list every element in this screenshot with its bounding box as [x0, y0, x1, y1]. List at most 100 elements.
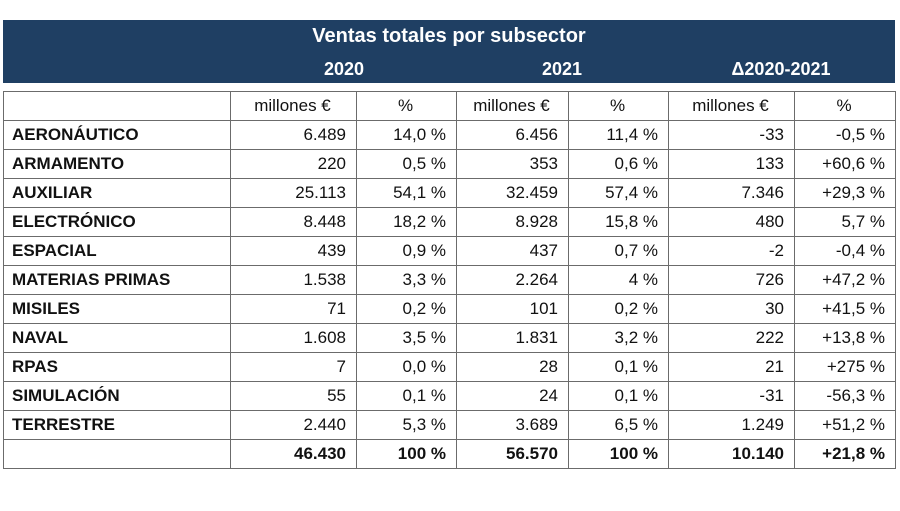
table-cell: 0,7 %: [568, 236, 669, 266]
table-cell: -56,3 %: [794, 381, 896, 411]
table-cell: 0,0 %: [356, 352, 457, 382]
table-row: AUXILIAR 25.113 54,1 % 32.459 57,4 % 7.346 +29…: [3, 178, 896, 208]
table-cell: +29,3 %: [794, 178, 896, 208]
table-row: SIMULACIÓN 55 0,1 % 24 0,1 % -31 -56,3 %: [3, 381, 896, 411]
subsector-name: ARMAMENTO: [3, 149, 231, 179]
column-header: %: [356, 91, 457, 121]
table-cell: 480: [668, 207, 795, 237]
subsector-name: AUXILIAR: [3, 178, 231, 208]
table-title: Ventas totales por subsector: [312, 25, 586, 47]
subsector-name: NAVAL: [3, 323, 231, 353]
total-label-cell: [3, 439, 231, 469]
table-cell: 353: [456, 149, 569, 179]
table-cell: 28: [456, 352, 569, 382]
table-cell: 5,3 %: [356, 410, 457, 440]
total-cell: 56.570: [456, 439, 569, 469]
subsector-name: MATERIAS PRIMAS: [3, 265, 231, 295]
table-cell: 21: [668, 352, 795, 382]
table-row: ELECTRÓNICO 8.448 18,2 % 8.928 15,8 % 480 5,7 …: [3, 207, 896, 237]
table-cell: 222: [668, 323, 795, 353]
table-cell: 0,1 %: [356, 381, 457, 411]
header-gap: [3, 83, 895, 91]
table-cell: 5,7 %: [794, 207, 896, 237]
table-cell: 0,1 %: [568, 352, 669, 382]
subsector-name: SIMULACIÓN: [3, 381, 231, 411]
total-cell: 46.430: [230, 439, 357, 469]
table-cell: 1.538: [230, 265, 357, 295]
column-header: millones €: [230, 91, 357, 121]
column-header: %: [568, 91, 669, 121]
subheader-row: millones €% millones €% millones €%: [3, 91, 896, 121]
subsector-name: TERRESTRE: [3, 410, 231, 440]
table-cell: 726: [668, 265, 795, 295]
table-cell: 32.459: [456, 178, 569, 208]
table-cell: 0,1 %: [568, 381, 669, 411]
total-cell: 10.140: [668, 439, 795, 469]
column-header: millones €: [668, 91, 795, 121]
year-header-delta: Δ2020-2021: [731, 59, 831, 79]
table-cell: 11,4 %: [568, 120, 669, 150]
table-row: RPAS 7 0,0 % 28 0,1 % 21 +275 %: [3, 352, 896, 382]
table-cell: -0,5 %: [794, 120, 896, 150]
table-cell: 18,2 %: [356, 207, 457, 237]
total-cell: 100 %: [568, 439, 669, 469]
table-cell: 54,1 %: [356, 178, 457, 208]
table-cell: 8.928: [456, 207, 569, 237]
sales-table-panel: Ventas totales por subsector 2020 2021 Δ…: [3, 20, 896, 469]
table-cell: -2: [668, 236, 795, 266]
table-cell: 15,8 %: [568, 207, 669, 237]
table-cell: +60,6 %: [794, 149, 896, 179]
table-cell: 3,5 %: [356, 323, 457, 353]
table-cell: +41,5 %: [794, 294, 896, 324]
subheader-blank-cell: [3, 91, 231, 121]
year-header-2020: 2020: [323, 59, 365, 79]
table-cell: 6.489: [230, 120, 357, 150]
table-cell: 2.440: [230, 410, 357, 440]
table-cell: 1.249: [668, 410, 795, 440]
table-cell: 14,0 %: [356, 120, 457, 150]
table-cell: 437: [456, 236, 569, 266]
table-row: TERRESTRE 2.440 5,3 % 3.689 6,5 % 1.249 +51,2 …: [3, 410, 896, 440]
table-cell: +13,8 %: [794, 323, 896, 353]
sales-data-table: millones €% millones €% millones €% AERONÁU…: [3, 91, 896, 469]
table-row: ARMAMENTO 220 0,5 % 353 0,6 % 133 +60,6 %: [3, 149, 896, 179]
table-row: ESPACIAL 439 0,9 % 437 0,7 % -2 -0,4 %: [3, 236, 896, 266]
total-cell: +21,8 %: [794, 439, 896, 469]
table-row: MATERIAS PRIMAS 1.538 3,3 % 2.264 4 % 726 +47,…: [3, 265, 896, 295]
subsector-name: ELECTRÓNICO: [3, 207, 231, 237]
total-cell: 100 %: [356, 439, 457, 469]
column-header: millones €: [456, 91, 569, 121]
table-cell: 7: [230, 352, 357, 382]
subsector-name: RPAS: [3, 352, 231, 382]
table-cell: 4 %: [568, 265, 669, 295]
table-cell: 3.689: [456, 410, 569, 440]
table-cell: 3,3 %: [356, 265, 457, 295]
subsector-name: MISILES: [3, 294, 231, 324]
table-cell: 55: [230, 381, 357, 411]
table-cell: -31: [668, 381, 795, 411]
table-cell: 0,5 %: [356, 149, 457, 179]
total-row: 46.430 100 % 56.570 100 % 10.140 +21,8 %: [3, 439, 896, 469]
subsector-name: ESPACIAL: [3, 236, 231, 266]
table-cell: 57,4 %: [568, 178, 669, 208]
year-header-2021: 2021: [541, 59, 583, 79]
table-cell: 133: [668, 149, 795, 179]
table-cell: 1.608: [230, 323, 357, 353]
column-header: %: [794, 91, 896, 121]
table-cell: +275 %: [794, 352, 896, 382]
table-header-banner: Ventas totales por subsector 2020 2021 Δ…: [3, 20, 895, 83]
table-cell: 439: [230, 236, 357, 266]
table-cell: 25.113: [230, 178, 357, 208]
table-cell: -33: [668, 120, 795, 150]
table-cell: 2.264: [456, 265, 569, 295]
table-cell: 1.831: [456, 323, 569, 353]
table-cell: 30: [668, 294, 795, 324]
table-cell: 24: [456, 381, 569, 411]
table-cell: 6,5 %: [568, 410, 669, 440]
table-row: NAVAL 1.608 3,5 % 1.831 3,2 % 222 +13,8 %: [3, 323, 896, 353]
table-cell: 220: [230, 149, 357, 179]
table-cell: +47,2 %: [794, 265, 896, 295]
table-cell: 0,9 %: [356, 236, 457, 266]
table-cell: 7.346: [668, 178, 795, 208]
table-cell: 6.456: [456, 120, 569, 150]
